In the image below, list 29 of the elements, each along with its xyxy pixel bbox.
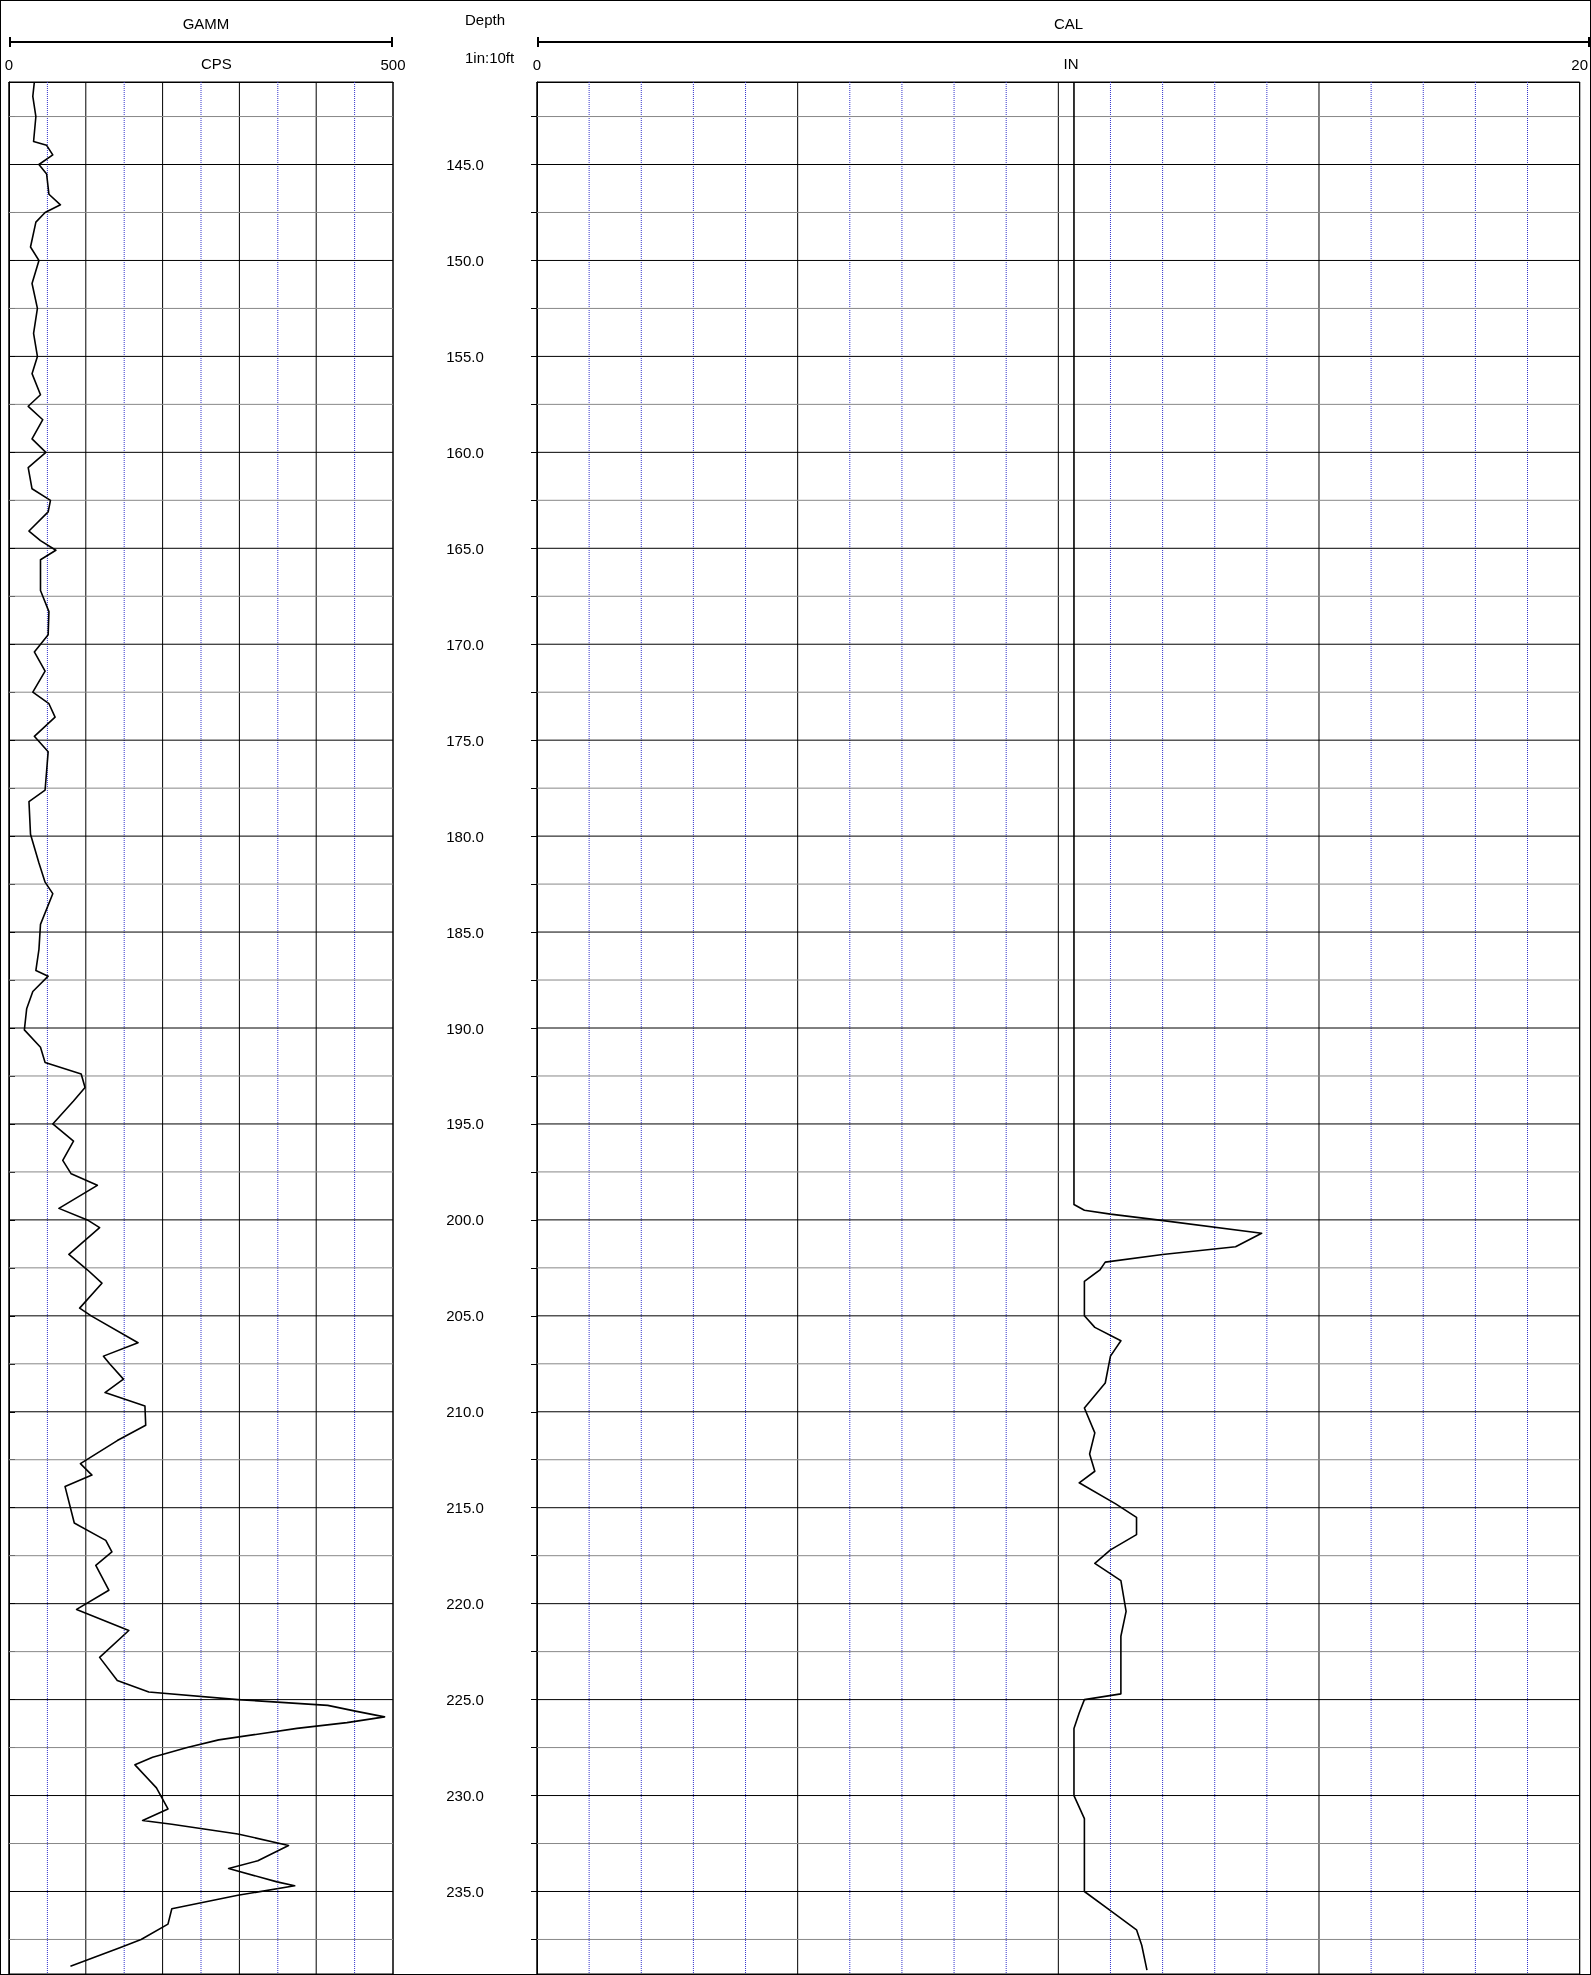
text: 1in:10ft [464, 49, 516, 66]
y-tick-label: 220.0 [446, 1595, 484, 1613]
y-tick-label: 150.0 [446, 251, 484, 269]
y-tick-label: 175.0 [446, 731, 484, 749]
y-tick-label: 215.0 [446, 1499, 484, 1517]
x-axis-title: CPS [201, 55, 232, 72]
y-tick-label: 170.0 [446, 635, 484, 653]
y-tick-label: 145.0 [446, 156, 484, 174]
y-tick-label: 160.0 [446, 443, 484, 461]
y-tick-label: 165.0 [446, 539, 484, 557]
chart-title: GAMM [182, 15, 230, 32]
y-tick-label: 235.0 [446, 1882, 484, 1900]
x-axis-title: IN [1063, 55, 1079, 72]
y-tick-label: 185.0 [446, 923, 484, 941]
y-tick-label: 180.0 [446, 827, 484, 845]
x-tick-label: 500 [380, 56, 406, 73]
y-tick-label: 195.0 [446, 1115, 484, 1133]
y-axis-title: Depth [465, 11, 506, 28]
x-tick-label: 0 [532, 56, 542, 73]
y-tick-label: 200.0 [446, 1211, 484, 1229]
y-tick-label: 205.0 [446, 1307, 484, 1325]
chart-title: CAL [1053, 15, 1084, 32]
y-tick-label: 190.0 [446, 1019, 484, 1037]
y-tick-label: 155.0 [446, 347, 484, 365]
y-tick-label: 225.0 [446, 1691, 484, 1709]
x-tick-label: 20 [1571, 56, 1588, 73]
y-tick-label: 230.0 [446, 1787, 484, 1805]
x-tick-label: 0 [4, 56, 14, 73]
y-tick-label: 210.0 [446, 1403, 484, 1421]
